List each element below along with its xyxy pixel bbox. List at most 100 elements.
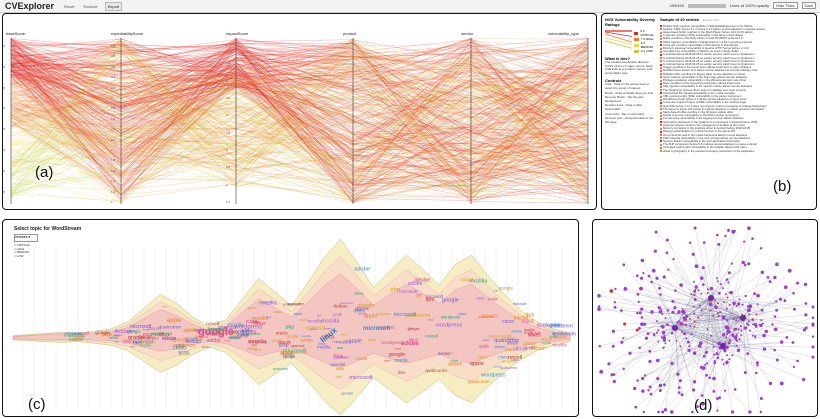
- network-node[interactable]: [762, 333, 766, 338]
- stream-word[interactable]: debian: [228, 335, 240, 340]
- stream-word[interactable]: google: [488, 297, 499, 301]
- polyline[interactable]: [10, 61, 589, 199]
- network-node[interactable]: [650, 310, 654, 314]
- stream-word[interactable]: apple: [294, 312, 302, 316]
- stream-word[interactable]: ibm: [398, 370, 405, 375]
- network-node[interactable]: [628, 351, 632, 355]
- network-node[interactable]: [792, 292, 795, 295]
- sample-entry[interactable]: Improper access control in the managemen…: [660, 124, 815, 127]
- polyline[interactable]: [10, 47, 589, 165]
- topic-select[interactable]: vendors ▾: [14, 234, 38, 242]
- stream-word[interactable]: mozilla: [469, 278, 488, 284]
- stream-word[interactable]: apple: [479, 344, 490, 349]
- polyline[interactable]: [10, 56, 589, 194]
- stream-word[interactable]: ibm: [524, 330, 532, 336]
- polyline[interactable]: [10, 39, 589, 150]
- network-node[interactable]: [723, 315, 726, 318]
- network-node[interactable]: [725, 345, 729, 349]
- wordstream-legend-item[interactable]: □ LOW: [14, 253, 24, 258]
- stream-word[interactable]: wordpress: [481, 372, 506, 378]
- stream-word[interactable]: linux: [143, 327, 150, 331]
- stream-word[interactable]: oracle: [325, 327, 333, 331]
- network-node[interactable]: [722, 287, 724, 290]
- polyline[interactable]: [10, 38, 589, 190]
- network-node[interactable]: [642, 271, 645, 275]
- stream-word[interactable]: apple: [242, 329, 249, 332]
- stream-word[interactable]: debian: [333, 303, 348, 309]
- stream-word[interactable]: qualcomm: [405, 313, 431, 319]
- stream-word[interactable]: qualcomm: [69, 338, 84, 342]
- polyline[interactable]: [10, 45, 589, 69]
- network-node[interactable]: [653, 249, 657, 253]
- polyline[interactable]: [10, 73, 589, 200]
- polyline[interactable]: [10, 54, 589, 182]
- network-node[interactable]: [795, 281, 799, 285]
- network-node[interactable]: [803, 282, 808, 287]
- network-node[interactable]: [755, 371, 758, 375]
- network-node[interactable]: [759, 410, 762, 414]
- stream-word[interactable]: php: [176, 344, 185, 350]
- network-node[interactable]: [726, 354, 728, 357]
- network-node[interactable]: [761, 322, 764, 325]
- network-node[interactable]: [712, 353, 715, 356]
- reset-button[interactable]: Reset: [64, 3, 75, 9]
- polyline[interactable]: [10, 85, 589, 173]
- network-node[interactable]: [706, 292, 709, 294]
- polyline[interactable]: [10, 39, 589, 172]
- network-node[interactable]: [677, 391, 681, 394]
- network-node[interactable]: [702, 241, 706, 244]
- network-node[interactable]: [746, 305, 750, 308]
- polyline[interactable]: [10, 44, 589, 197]
- polyline[interactable]: [10, 37, 589, 116]
- stream-word[interactable]: ibm: [129, 329, 135, 333]
- network-node[interactable]: [787, 268, 792, 273]
- network-node[interactable]: [717, 312, 719, 315]
- polyline[interactable]: [10, 83, 589, 172]
- network-node[interactable]: [733, 388, 737, 391]
- stream-word[interactable]: google: [283, 354, 296, 359]
- network-node[interactable]: [689, 325, 692, 328]
- wordstream-legend-item[interactable]: □ MEDIUM: [14, 250, 29, 254]
- stream-word[interactable]: adobe: [448, 362, 462, 368]
- network-node[interactable]: [642, 410, 645, 414]
- stream-word[interactable]: wordpress: [140, 340, 156, 344]
- sample-entry[interactable]: Use-after-free vulnerability in WebKit, …: [660, 50, 815, 53]
- polyline[interactable]: [10, 42, 589, 182]
- network-node[interactable]: [747, 262, 751, 266]
- network-node[interactable]: [693, 280, 695, 283]
- network-node[interactable]: [638, 311, 642, 315]
- stream-word[interactable]: cisco: [522, 319, 534, 325]
- stream-word[interactable]: microsoft: [394, 312, 417, 318]
- stream-word[interactable]: oracle: [207, 330, 223, 336]
- network-node[interactable]: [725, 326, 728, 329]
- stream-word[interactable]: oracle: [193, 338, 202, 342]
- polyline[interactable]: [10, 39, 589, 99]
- stream-word[interactable]: wordpress: [502, 360, 517, 364]
- network-node[interactable]: [766, 276, 770, 279]
- stream-word[interactable]: qualcomm: [273, 367, 288, 371]
- polyline[interactable]: [10, 44, 589, 176]
- stream-word[interactable]: php: [208, 332, 214, 336]
- polyline[interactable]: [10, 54, 589, 100]
- stream-word[interactable]: google: [240, 333, 250, 337]
- polyline[interactable]: [10, 83, 589, 171]
- polyline[interactable]: [10, 78, 589, 201]
- network-node[interactable]: [731, 229, 736, 234]
- polyline[interactable]: [10, 41, 589, 188]
- stream-word[interactable]: qualcomm: [442, 352, 454, 355]
- stream-word[interactable]: debian: [72, 338, 81, 342]
- polyline[interactable]: [10, 88, 589, 194]
- polyline[interactable]: [10, 38, 589, 164]
- stream-word[interactable]: linux: [417, 294, 423, 297]
- network-node[interactable]: [712, 345, 715, 348]
- network-node[interactable]: [736, 340, 738, 342]
- polyline[interactable]: [10, 49, 589, 200]
- network-node[interactable]: [658, 310, 663, 314]
- polyline[interactable]: [10, 39, 589, 175]
- polyline[interactable]: [10, 43, 589, 144]
- stream-word[interactable]: oracle: [247, 345, 258, 350]
- polyline[interactable]: [10, 46, 589, 146]
- network-node[interactable]: [640, 276, 644, 280]
- polyline[interactable]: [10, 123, 589, 179]
- network-node[interactable]: [728, 304, 731, 306]
